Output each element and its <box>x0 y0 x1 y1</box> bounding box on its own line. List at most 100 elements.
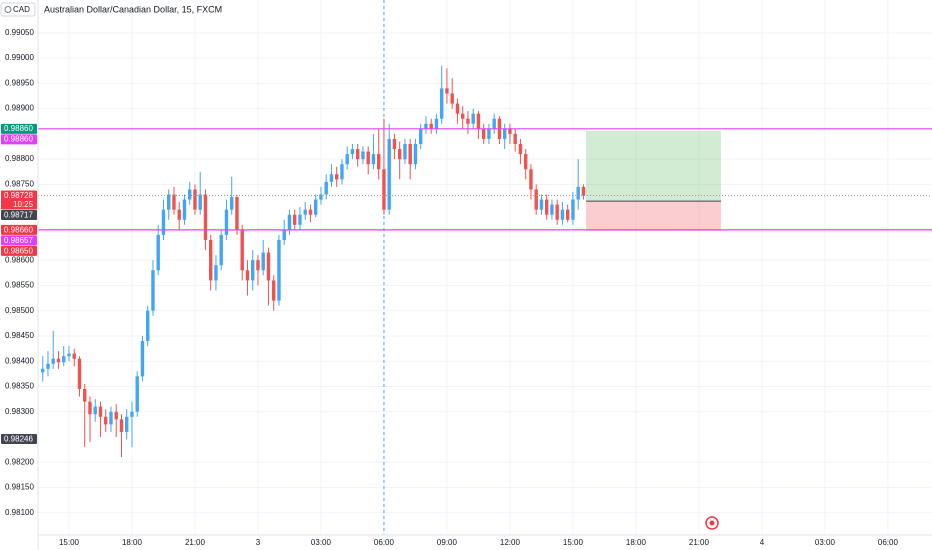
x-tick-label: 15:00 <box>563 538 584 547</box>
candle-body <box>518 143 523 155</box>
candle-body <box>523 154 528 170</box>
candle-body <box>529 169 533 190</box>
candle-body <box>272 280 276 301</box>
y-tick-label: 0.98950 <box>5 78 34 87</box>
price-badge <box>1 245 37 256</box>
currency-icon <box>4 6 12 13</box>
candle-body <box>361 151 365 160</box>
candle-body <box>251 260 255 281</box>
candle-body <box>83 388 87 402</box>
candle-body <box>319 194 323 200</box>
grid <box>38 0 932 535</box>
candle-body <box>392 138 397 150</box>
candle-body <box>371 154 376 165</box>
y-tick-label: 0.98450 <box>5 331 34 340</box>
price-badge-label: 0.98650 <box>4 246 33 255</box>
currency-button[interactable] <box>0 2 36 17</box>
candle-body <box>172 194 176 210</box>
y-tick-label: 0.98550 <box>5 281 34 290</box>
price-badge-label: 0.98860 <box>4 135 33 144</box>
x-tick-label: 03:00 <box>311 538 332 547</box>
candle-body <box>188 189 192 200</box>
candle-body <box>209 239 213 281</box>
y-tick-label: 0.99050 <box>5 28 34 37</box>
candle-body <box>471 113 475 124</box>
candle-body <box>439 88 444 119</box>
candle-body <box>293 214 297 225</box>
stop-zone <box>586 201 721 231</box>
candle-body <box>198 194 202 210</box>
chart-title: Australian Dollar/Canadian Dollar, 15, F… <box>44 4 222 14</box>
candle-body <box>481 128 486 139</box>
candle-body <box>397 149 402 160</box>
candle-body <box>224 209 229 235</box>
candle-body <box>424 123 428 129</box>
candle-body <box>434 118 439 129</box>
candle-body <box>104 416 108 425</box>
candle-body <box>245 270 250 281</box>
candle-body <box>214 265 218 281</box>
candle-body <box>282 229 286 240</box>
candle-body <box>387 138 391 210</box>
x-tick-label: 06:00 <box>878 538 899 547</box>
y-tick-label: 0.98800 <box>5 154 34 163</box>
candle-body <box>119 419 124 432</box>
y-tick-label: 0.98900 <box>5 104 34 113</box>
candle-body <box>408 143 412 165</box>
candle-body <box>193 189 197 210</box>
candle-body <box>487 128 491 139</box>
price-badge-label: 0.98717 <box>4 210 33 219</box>
candle-body <box>466 118 470 124</box>
candle-body <box>182 199 187 220</box>
candle-body <box>109 411 113 425</box>
candle-body <box>261 252 265 271</box>
candle-body <box>513 133 517 144</box>
candle-body <box>345 154 349 165</box>
price-badge <box>1 190 37 210</box>
candle-body <box>114 411 118 420</box>
x-tick-label: 12:00 <box>500 538 521 547</box>
candle-body <box>240 229 244 271</box>
candle-body <box>403 143 407 160</box>
price-badge-label: 0.98660 <box>4 225 33 234</box>
x-tick-label: 3 <box>256 538 261 547</box>
candle-body <box>571 199 575 220</box>
candle-body <box>46 363 50 369</box>
price-badge <box>1 235 37 246</box>
candle-body <box>177 209 181 220</box>
y-tick-label: 0.98300 <box>5 407 34 416</box>
x-tick-label: 21:00 <box>689 538 710 547</box>
candle-body <box>334 174 339 180</box>
candle-body <box>502 128 507 139</box>
y-tick-label: 0.99000 <box>5 53 34 62</box>
candle-body <box>492 118 496 129</box>
candle-body <box>161 209 166 235</box>
candle-body <box>98 406 103 417</box>
currency: CAD <box>13 5 30 14</box>
candle-body <box>235 197 239 230</box>
event-flag-dot <box>709 520 715 526</box>
x-tick-label: 18:00 <box>626 538 647 547</box>
candle-body <box>266 252 271 281</box>
candle-body <box>539 199 544 210</box>
candle-body <box>77 358 82 389</box>
candle-body <box>277 239 281 301</box>
candle-body <box>135 376 139 412</box>
candle-body <box>324 181 328 195</box>
candle-body <box>203 194 208 240</box>
price-badge <box>1 123 37 134</box>
candle-body <box>130 411 134 417</box>
x-tick-label: 15:00 <box>59 538 80 547</box>
candle-body <box>550 204 554 215</box>
candle-body <box>125 416 129 432</box>
candle-body <box>544 199 549 215</box>
candle-body <box>455 103 460 114</box>
candle-body <box>146 310 150 342</box>
y-tick-label: 0.98350 <box>5 382 34 391</box>
candle-body <box>445 88 449 94</box>
candle-body <box>534 189 538 210</box>
candle-body <box>303 209 307 215</box>
candle-body <box>576 186 580 200</box>
